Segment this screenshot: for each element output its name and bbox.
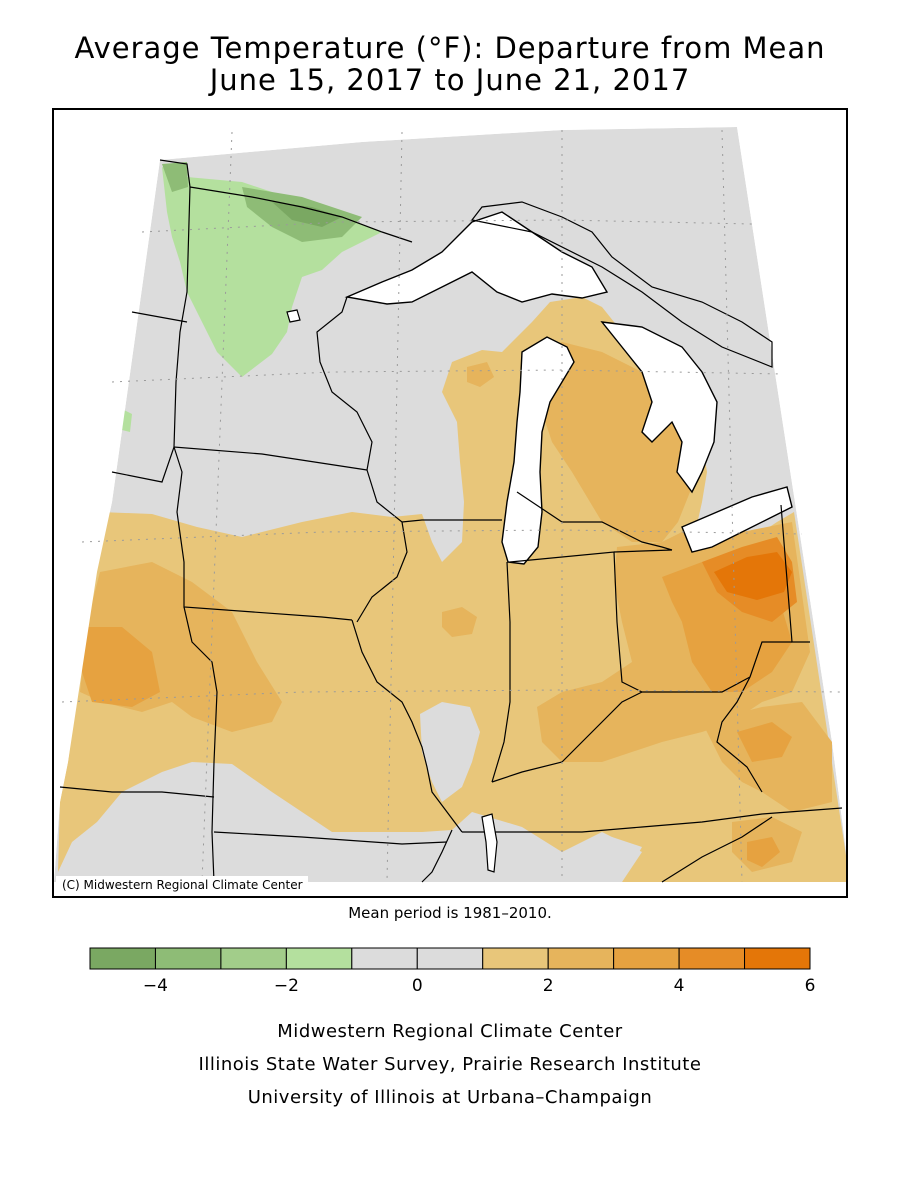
- legend-bin: [613, 947, 680, 970]
- legend-colorbar: −4 −2 0 2 4 6: [89, 947, 816, 996]
- neutral-zone: [577, 837, 642, 882]
- warm-anomaly-2-3: [442, 607, 477, 637]
- map-panel: (C) Midwestern Regional Climate Center: [52, 108, 848, 898]
- temperature-departure-map: [54, 110, 846, 883]
- legend-bin: [678, 947, 746, 970]
- credit-line-2: Illinois State Water Survey, Prairie Res…: [198, 1054, 702, 1075]
- legend-tick-label: −2: [274, 976, 299, 996]
- state-boundaries: [59, 159, 843, 883]
- map-date-range: June 15, 2017 to June 21, 2017: [209, 63, 691, 97]
- legend-tick-label: −4: [143, 976, 168, 996]
- cool-anomaly-edge: [122, 410, 132, 432]
- legend-bin: [154, 947, 222, 970]
- warm-anomaly-3-4: [747, 837, 780, 867]
- graticule: [61, 129, 843, 883]
- lake-huron: [600, 321, 718, 494]
- legend-tick-label: 2: [543, 976, 554, 996]
- warm-anomaly-2-3: [467, 362, 494, 387]
- mean-period-note: Mean period is 1981–2010.: [348, 904, 552, 922]
- warm-anomaly-3-4: [737, 722, 792, 762]
- credit-line-3: University of Illinois at Urbana–Champai…: [247, 1087, 653, 1108]
- lake-superior: [344, 211, 609, 305]
- cool-anomaly-strong: [272, 202, 342, 227]
- legend-bin: [285, 947, 353, 970]
- legend-tick-label: 4: [674, 976, 685, 996]
- legend-bin: [220, 947, 287, 970]
- copyright-label: (C) Midwestern Regional Climate Center: [56, 876, 308, 894]
- outside-domain: [54, 110, 846, 882]
- legend-tick-label: 6: [805, 976, 816, 996]
- legend-tick-label: 0: [412, 976, 423, 996]
- legend-bin: [351, 947, 418, 970]
- map-title: Average Temperature (°F): Departure from…: [74, 31, 826, 65]
- legend-bin: [547, 947, 615, 970]
- credit-line-1: Midwestern Regional Climate Center: [277, 1021, 623, 1042]
- neutral-zone: [420, 702, 480, 802]
- canada-shoreline: [470, 201, 773, 368]
- legend-bin: [89, 947, 156, 970]
- legend-bin: [482, 947, 549, 970]
- color-legend: −4 −2 0 2 4 6: [0, 940, 900, 1000]
- legend-bin: [416, 947, 484, 970]
- warm-anomaly-3-4: [82, 627, 160, 707]
- lake-michigan: [501, 336, 575, 565]
- legend-bin: [744, 947, 811, 970]
- cool-anomaly-mid: [162, 162, 188, 192]
- kentucky-lake: [481, 813, 498, 873]
- warm-anomaly-5-6: [714, 552, 792, 600]
- lake-of-the-woods: [286, 309, 301, 323]
